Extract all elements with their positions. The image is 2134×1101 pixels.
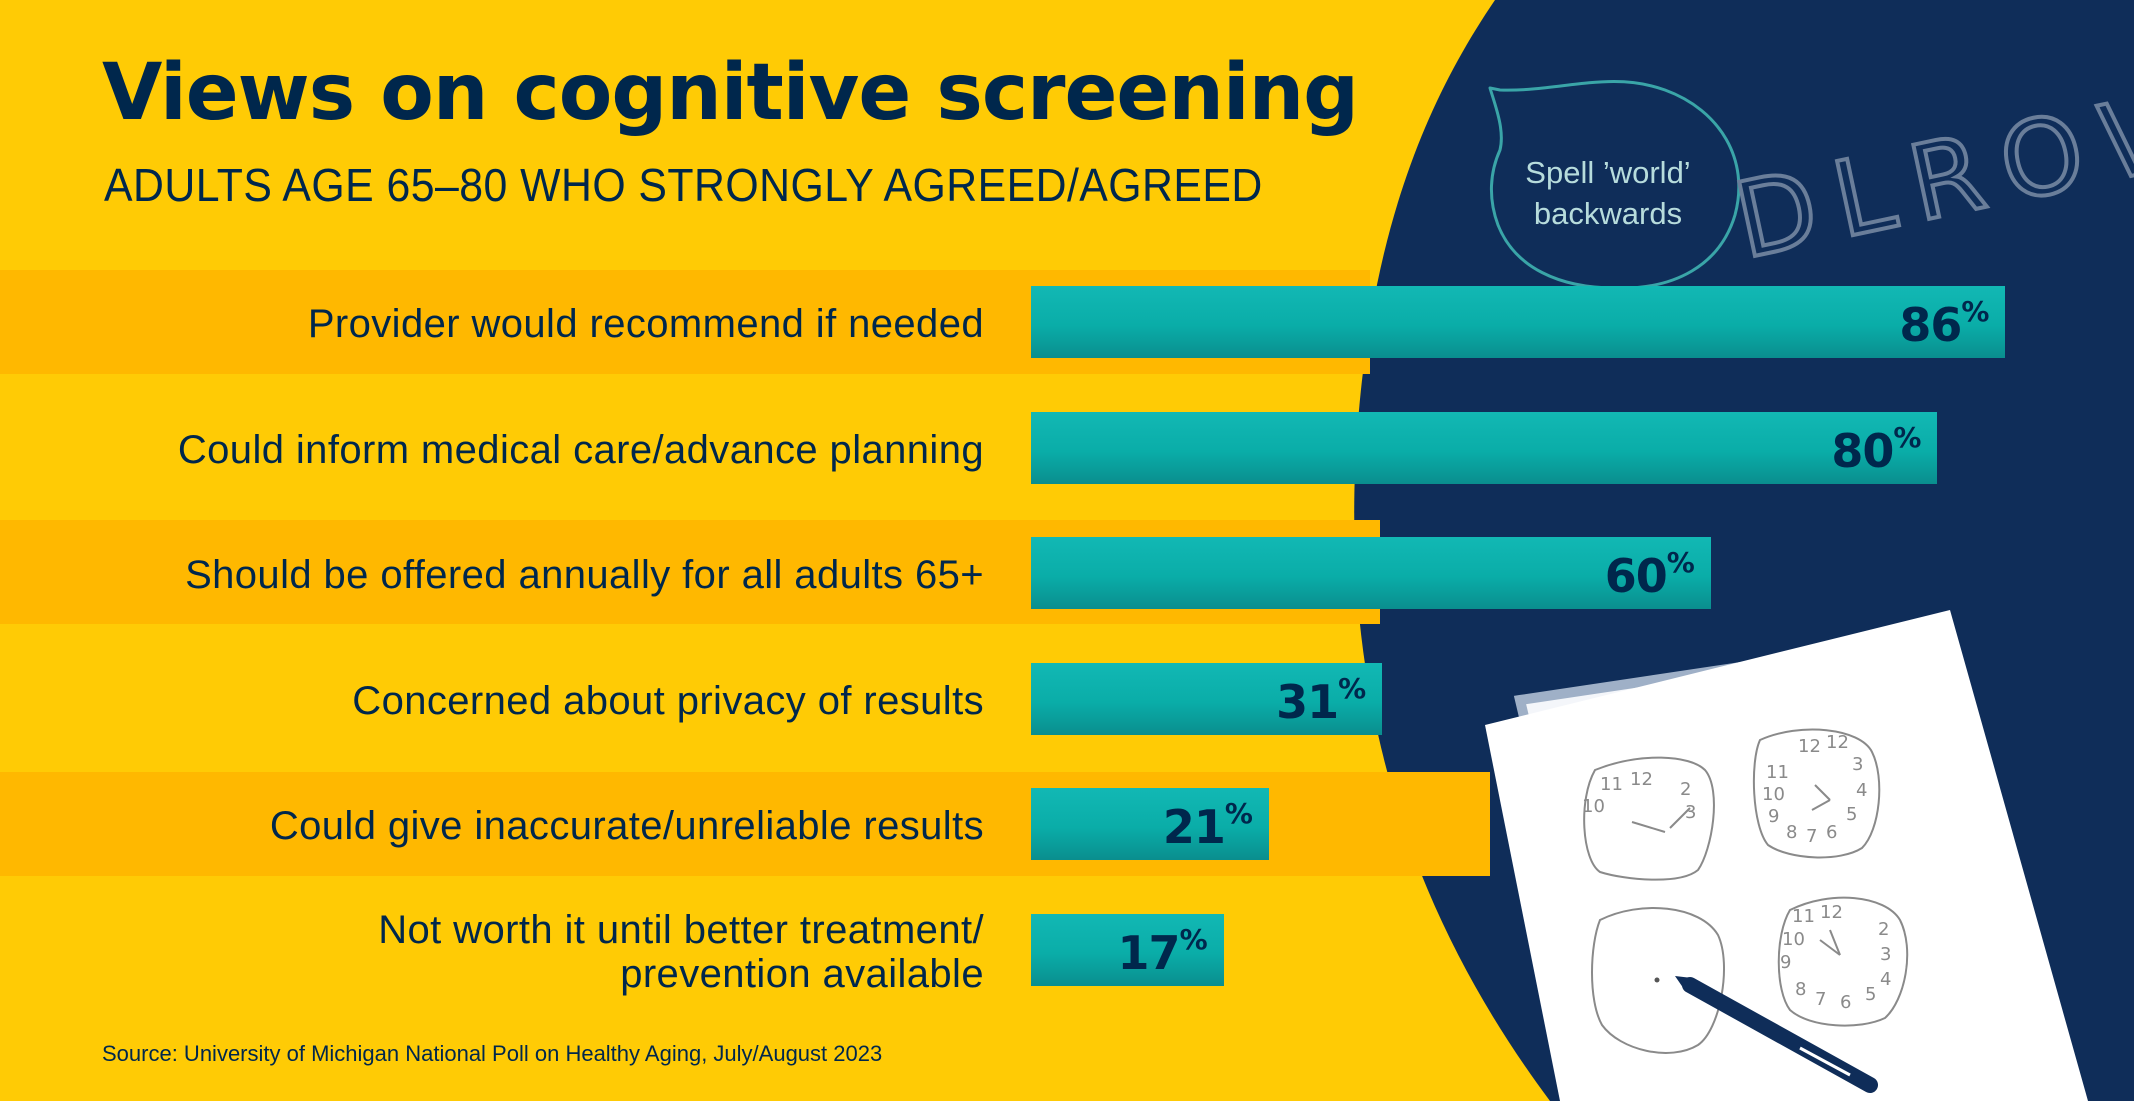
data-label: 21% — [1163, 800, 1253, 851]
data-label: 17% — [1118, 925, 1208, 976]
clock-number: 7 — [1815, 989, 1826, 1010]
pen-icon — [1675, 976, 1878, 1093]
speech-bubble-icon — [1488, 80, 1741, 290]
speech-bubble-text: Spell ’world’ backwards — [1498, 152, 1718, 234]
category-label-line: prevention available — [620, 951, 984, 996]
clock-number: 6 — [1840, 992, 1851, 1013]
clock-number: 7 — [1806, 826, 1817, 847]
data-label: 80% — [1831, 423, 1921, 474]
clock-number: 9 — [1780, 952, 1791, 973]
data-label-percent: % — [1179, 922, 1208, 956]
clock-number: 3 — [1880, 944, 1891, 965]
bar — [1031, 286, 2006, 358]
category-label-line: Could give inaccurate/unreliable results — [269, 804, 984, 848]
data-label-value: 86 — [1899, 298, 1962, 352]
bar — [1031, 788, 1269, 860]
chart-title: Views on cognitive screening — [102, 48, 1359, 138]
source-note: Source: University of Michigan National … — [102, 1041, 883, 1066]
clock-number: 12 — [1630, 769, 1653, 790]
category-label: Provider would recommend if needed — [24, 302, 984, 346]
clock-number: 6 — [1826, 822, 1837, 843]
category-label-line: Concerned about privacy of results — [352, 678, 984, 723]
clock-number: 8 — [1786, 822, 1797, 843]
category-label: Should be offered annually for all adult… — [24, 553, 984, 597]
clock-number: 8 — [1795, 979, 1806, 1000]
clock-number: 2 — [1680, 779, 1691, 800]
clock-number: 10 — [1582, 796, 1605, 817]
data-label: 60% — [1605, 549, 1695, 600]
data-label-value: 31 — [1276, 674, 1339, 729]
clock-number: 3 — [1852, 754, 1863, 775]
category-label-line: Provider would recommend if needed — [307, 302, 984, 346]
category-label: Could inform medical care/advance planni… — [24, 428, 984, 472]
clock-number: 11 — [1766, 762, 1789, 783]
category-label: Could give inaccurate/unreliable results — [24, 804, 984, 848]
data-label: 86% — [1899, 298, 1989, 349]
clock-number: 11 — [1792, 906, 1815, 927]
clock-number: 12 — [1826, 732, 1849, 753]
category-label-line: Not worth it until better treatment/ — [378, 907, 984, 952]
category-label: Not worth it until better treatment/prev… — [24, 908, 984, 996]
data-label-value: 21 — [1162, 800, 1226, 854]
clock-number: 4 — [1880, 969, 1891, 990]
data-label-value: 60 — [1604, 549, 1668, 603]
data-label-percent: % — [1338, 671, 1367, 705]
clock-number: 12 — [1798, 736, 1821, 757]
clock-number: 5 — [1846, 804, 1857, 825]
category-label: Concerned about privacy of results — [24, 679, 984, 723]
data-label-value: 80 — [1831, 423, 1894, 478]
data-label-value: 17 — [1117, 925, 1181, 980]
bar — [1031, 411, 1938, 484]
clock-number: 10 — [1782, 929, 1805, 950]
chart-subtitle: ADULTS AGE 65–80 WHO STRONGLY AGREED/AGR… — [104, 159, 1263, 211]
data-label-percent: % — [1893, 420, 1922, 454]
clock-number: 11 — [1600, 774, 1623, 795]
clock-number: 2 — [1878, 919, 1889, 940]
category-label-line: Should be offered annually for all adult… — [185, 553, 984, 597]
clock-number: 5 — [1865, 984, 1876, 1005]
speech-bubble-line: Spell ’world’ — [1525, 155, 1691, 190]
data-label-percent: % — [1224, 797, 1253, 830]
speech-bubble-line: backwards — [1533, 196, 1683, 231]
data-label-percent: % — [1961, 295, 1990, 328]
bar — [1031, 662, 1383, 735]
clock-number: 3 — [1685, 802, 1696, 823]
clock-number: 9 — [1768, 806, 1779, 827]
category-label-line: Could inform medical care/advance planni… — [177, 427, 984, 472]
clock-number: 10 — [1762, 784, 1785, 805]
bar — [1031, 537, 1711, 609]
data-label-percent: % — [1666, 546, 1695, 579]
bar — [1031, 913, 1224, 986]
data-label: 31% — [1276, 674, 1366, 725]
clock-number: 12 — [1820, 902, 1843, 923]
clock-number: 4 — [1856, 780, 1867, 801]
